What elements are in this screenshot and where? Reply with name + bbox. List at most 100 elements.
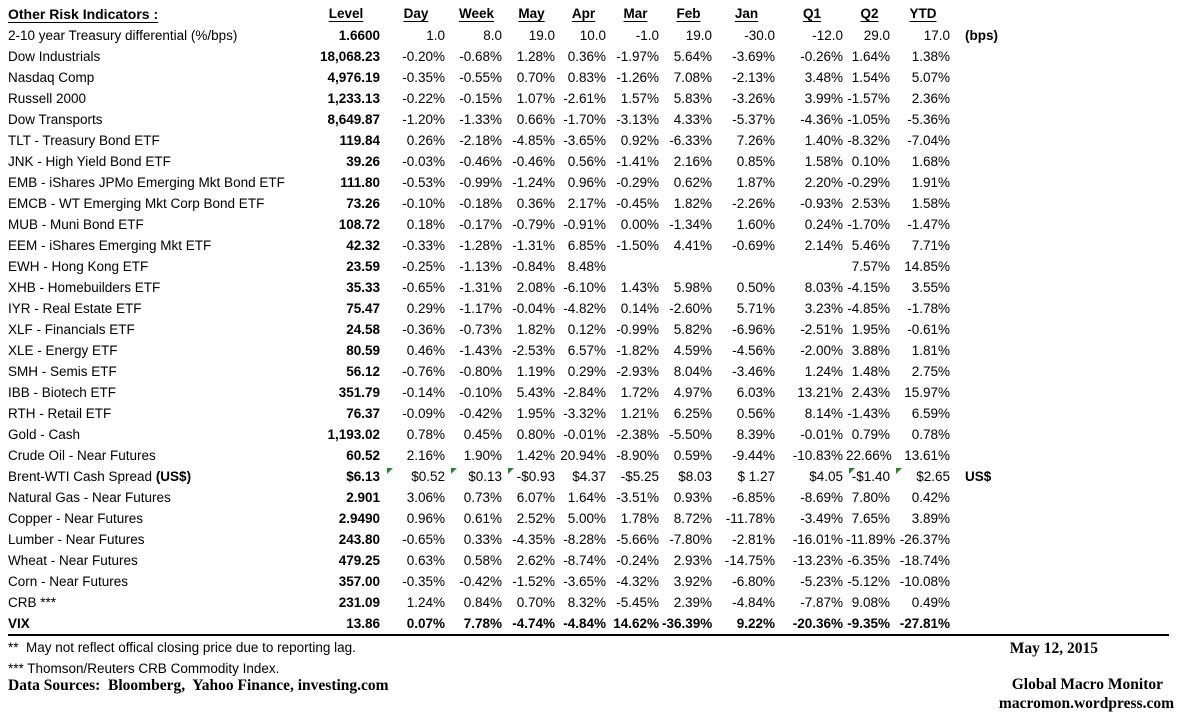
value-cell: -4.74% <box>512 616 555 631</box>
column-header-spacer <box>953 2 1169 25</box>
table-row: Natural Gas - Near Futures 2.901 3.06% 0.73… <box>8 487 1169 508</box>
value-cell: 8.0 <box>483 28 502 43</box>
value-cell: 0.18% <box>406 217 445 232</box>
value-cell: 0.78% <box>911 427 950 442</box>
value-cell: -1.34% <box>669 217 712 232</box>
value-cell: -1.50% <box>616 238 659 253</box>
value-cell: -3.26% <box>732 91 775 106</box>
value-cell: 7.57% <box>851 259 890 274</box>
value-cell: -0.33% <box>402 238 445 253</box>
header-row: Other Risk Indicators : Level Day Week M… <box>8 2 1169 25</box>
value-cell <box>609 256 662 277</box>
value-cell: -26.37% <box>899 532 950 547</box>
value-cell: 0.66% <box>516 112 555 127</box>
unit-suffix-cell <box>953 445 1169 466</box>
value-cell: -1.31% <box>459 280 502 295</box>
value-cell: -4.56% <box>732 343 775 358</box>
unit-suffix-cell <box>953 550 1169 571</box>
value-cell: 0.70% <box>516 70 555 85</box>
row-label: IYR - Real Estate ETF <box>8 301 142 316</box>
unit-suffix-cell <box>953 88 1169 109</box>
column-header-q2: Q2 <box>860 6 879 21</box>
value-cell: -6.85% <box>732 490 775 505</box>
value-cell: -13.23% <box>792 553 843 568</box>
value-cell: 1.54% <box>851 70 890 85</box>
value-cell: 0.45% <box>463 427 502 442</box>
value-cell: 0.84% <box>463 595 502 610</box>
value-cell: -0.73% <box>459 322 502 337</box>
value-cell: -4.32% <box>616 574 659 589</box>
row-label: Gold - Cash <box>8 427 81 442</box>
row-label: Dow Industrials <box>8 49 101 64</box>
value-cell: 1.90% <box>463 448 502 463</box>
value-cell: 2.75% <box>911 364 950 379</box>
table-row: XHB - Homebuilders ETF 35.33 -0.65% -1.31% 2… <box>8 277 1169 298</box>
unit-suffix-cell <box>953 613 1169 635</box>
value-cell: -0.26% <box>800 49 843 64</box>
value-cell: 0.26% <box>406 133 445 148</box>
value-cell <box>715 256 778 277</box>
value-cell: 5.00% <box>567 511 606 526</box>
value-cell: -36.39% <box>662 616 713 631</box>
table-row: Lumber - Near Futures 243.80 -0.65% 0.33% -4… <box>8 529 1169 550</box>
value-cell: -3.46% <box>732 364 775 379</box>
row-label: XLF - Financials ETF <box>8 322 135 337</box>
value-cell: 1.81% <box>911 343 950 358</box>
value-cell: 0.14% <box>620 301 659 316</box>
unit-suffix-cell <box>953 571 1169 592</box>
value-cell: 7.08% <box>673 70 712 85</box>
value-cell: 2.16% <box>406 448 445 463</box>
value-cell: -0.14% <box>402 385 445 400</box>
level-cell: 18,068.23 <box>319 49 380 64</box>
value-cell: 15.97% <box>904 385 950 400</box>
level-cell: 76.37 <box>346 406 380 421</box>
value-cell: 13.21% <box>797 385 843 400</box>
value-cell: -0.25% <box>402 259 445 274</box>
unit-suffix-cell: (bps) <box>965 28 998 43</box>
level-cell: 243.80 <box>338 532 380 547</box>
value-cell: 1.68% <box>911 154 950 169</box>
value-cell: 8.14% <box>804 406 843 421</box>
value-cell: -1.97% <box>616 49 659 64</box>
level-cell: 1,233.13 <box>327 91 380 106</box>
column-header-q1: Q1 <box>802 6 821 21</box>
value-cell: -0.18% <box>459 196 502 211</box>
value-cell: -9.44% <box>732 448 775 463</box>
value-cell: 3.55% <box>911 280 950 295</box>
value-cell: 2.14% <box>804 238 843 253</box>
value-cell: 1.24% <box>804 364 843 379</box>
table-title-text: Other Risk Indicators : <box>8 5 159 22</box>
value-cell: -5.12% <box>847 574 890 589</box>
value-cell: $8.03 <box>678 469 712 484</box>
value-cell: 6.25% <box>673 406 712 421</box>
value-cell: -4.15% <box>847 280 890 295</box>
value-cell: 6.85% <box>567 238 606 253</box>
value-cell: 5.07% <box>911 70 950 85</box>
value-cell: 0.12% <box>567 322 606 337</box>
cell-flag-icon <box>508 468 514 474</box>
cell-flag-icon <box>451 468 457 474</box>
value-cell: -1.26% <box>616 70 659 85</box>
level-cell: 231.09 <box>338 595 380 610</box>
value-cell: 0.10% <box>851 154 890 169</box>
value-cell: -1.31% <box>512 238 555 253</box>
value-cell: -7.80% <box>669 532 712 547</box>
value-cell: -0.46% <box>459 154 502 169</box>
value-cell: -4.35% <box>512 532 555 547</box>
value-cell: 0.61% <box>463 511 502 526</box>
row-label: Russell 2000 <box>8 91 87 106</box>
value-cell: -2.60% <box>669 301 712 316</box>
value-cell: -3.65% <box>563 574 606 589</box>
value-cell: 9.08% <box>851 595 890 610</box>
value-cell: 1.48% <box>851 364 890 379</box>
value-cell: 1.95% <box>851 322 890 337</box>
table-row: VIX 13.86 0.07% 7.78% -4.74% -4.84% 14.62% -36.… <box>8 613 1169 635</box>
risk-table-body: 2-10 year Treasury differential (%/bps) 1… <box>8 25 1169 635</box>
value-cell: 7.71% <box>911 238 950 253</box>
level-cell: 2.901 <box>346 490 380 505</box>
value-cell: 0.00% <box>620 217 659 232</box>
column-header-feb: Feb <box>676 6 701 21</box>
value-cell: 3.48% <box>804 70 843 85</box>
row-label: TLT - Treasury Bond ETF <box>8 133 160 148</box>
table-row: RTH - Retail ETF 76.37 -0.09% -0.42% 1.95% -3… <box>8 403 1169 424</box>
